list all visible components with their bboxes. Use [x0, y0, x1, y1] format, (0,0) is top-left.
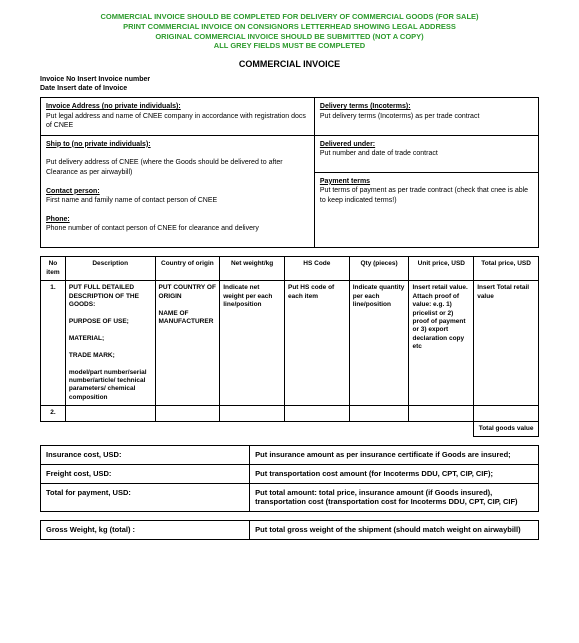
cell-unit: Insert retail value. Attach proof of val… [409, 281, 474, 406]
meta-block: Invoice No Insert Invoice number Date In… [40, 75, 539, 93]
country-sub: NAME OF MANUFACTURER [159, 310, 214, 325]
header-notice: COMMERCIAL INVOICE SHOULD BE COMPLETED F… [40, 12, 539, 51]
header-line1: COMMERCIAL INVOICE SHOULD BE COMPLETED F… [40, 12, 539, 22]
invoice-number: Invoice No Insert Invoice number [40, 75, 539, 84]
invoice-address-text: Put legal address and name of CNEE compa… [46, 113, 306, 129]
col-hs: HS Code [284, 257, 349, 281]
col-no: No item [41, 257, 66, 281]
insurance-row: Insurance cost, USD: Put insurance amoun… [41, 446, 539, 465]
total-payment-label: Total for payment, USD: [41, 483, 250, 512]
cell-hs: Put HS code of each item [284, 281, 349, 406]
header-line3: ORIGINAL COMMERCIAL INVOICE SHOULD BE SU… [40, 32, 539, 42]
cell-weight: Indicate net weight per each line/positi… [220, 281, 285, 406]
delivery-terms-heading: Delivery terms (Incoterms): [320, 103, 411, 110]
col-unit: Unit price, USD [409, 257, 474, 281]
costs-table: Insurance cost, USD: Put insurance amoun… [40, 445, 539, 512]
col-total: Total price, USD [474, 257, 539, 281]
item-row-1: 1. PUT FULL DETAILED DESCRIPTION OF THE … [41, 281, 539, 406]
invoice-date: Date Insert date of Invoice [40, 84, 539, 93]
total-payment-row: Total for payment, USD: Put total amount… [41, 483, 539, 512]
document-title: COMMERCIAL INVOICE [40, 59, 539, 69]
contact-text: First name and family name of contact pe… [46, 197, 217, 204]
cell-no-2: 2. [41, 406, 66, 421]
info-table: Invoice Address (no private individuals)… [40, 97, 539, 248]
total-goods-label: Total goods value [474, 421, 539, 436]
insurance-label: Insurance cost, USD: [41, 446, 250, 465]
phone-heading: Phone: [46, 216, 70, 223]
header-line4: ALL GREY FIELDS MUST BE COMPLETED [40, 41, 539, 51]
col-qty: Qty (pieces) [349, 257, 409, 281]
header-line2: PRINT COMMERCIAL INVOICE ON CONSIGNORS L… [40, 22, 539, 32]
total-payment-text: Put total amount: total price, insurance… [250, 483, 539, 512]
cell-total: Insert Total retail value [474, 281, 539, 406]
payment-terms-heading: Payment terms [320, 178, 370, 185]
cell-no: 1. [41, 281, 66, 406]
shipto-heading: Ship to (no private individuals): [46, 141, 151, 148]
country-main: PUT COUNTRY OF ORIGIN [159, 284, 216, 299]
gross-weight-table: Gross Weight, kg (total) : Put total gro… [40, 520, 539, 540]
cell-qty: Indicate quantity per each line/position [349, 281, 409, 406]
items-header-row: No item Description Country of origin Ne… [41, 257, 539, 281]
col-weight: Net weight/kg [220, 257, 285, 281]
freight-text: Put transportation cost amount (for Inco… [250, 464, 539, 483]
insurance-text: Put insurance amount as per insurance ce… [250, 446, 539, 465]
phone-text: Phone number of contact person of CNEE f… [46, 225, 259, 232]
cell-desc: PUT FULL DETAILED DESCRIPTION OF THE GOO… [65, 281, 155, 406]
contact-heading: Contact person: [46, 188, 100, 195]
items-table: No item Description Country of origin Ne… [40, 256, 539, 437]
freight-row: Freight cost, USD: Put transportation co… [41, 464, 539, 483]
payment-terms-text: Put terms of payment as per trade contra… [320, 187, 528, 203]
delivered-under-text: Put number and date of trade contract [320, 150, 438, 157]
gross-weight-row: Gross Weight, kg (total) : Put total gro… [41, 521, 539, 540]
col-country: Country of origin [155, 257, 220, 281]
shipto-text: Put delivery address of CNEE (where the … [46, 159, 283, 175]
freight-label: Freight cost, USD: [41, 464, 250, 483]
delivered-under-heading: Delivered under: [320, 141, 375, 148]
gross-weight-text: Put total gross weight of the shipment (… [250, 521, 539, 540]
delivery-terms-text: Put delivery terms (Incoterms) as per tr… [320, 113, 480, 120]
desc-lines: PURPOSE OF USE; MATERIAL; TRADE MARK; mo… [69, 318, 147, 401]
item-row-2: 2. [41, 406, 539, 421]
desc-main: PUT FULL DETAILED DESCRIPTION OF THE GOO… [69, 284, 139, 308]
col-desc: Description [65, 257, 155, 281]
invoice-address-heading: Invoice Address (no private individuals)… [46, 103, 181, 110]
cell-country: PUT COUNTRY OF ORIGIN NAME OF MANUFACTUR… [155, 281, 220, 406]
gross-weight-label: Gross Weight, kg (total) : [41, 521, 250, 540]
totals-row: Total goods value [41, 421, 539, 436]
